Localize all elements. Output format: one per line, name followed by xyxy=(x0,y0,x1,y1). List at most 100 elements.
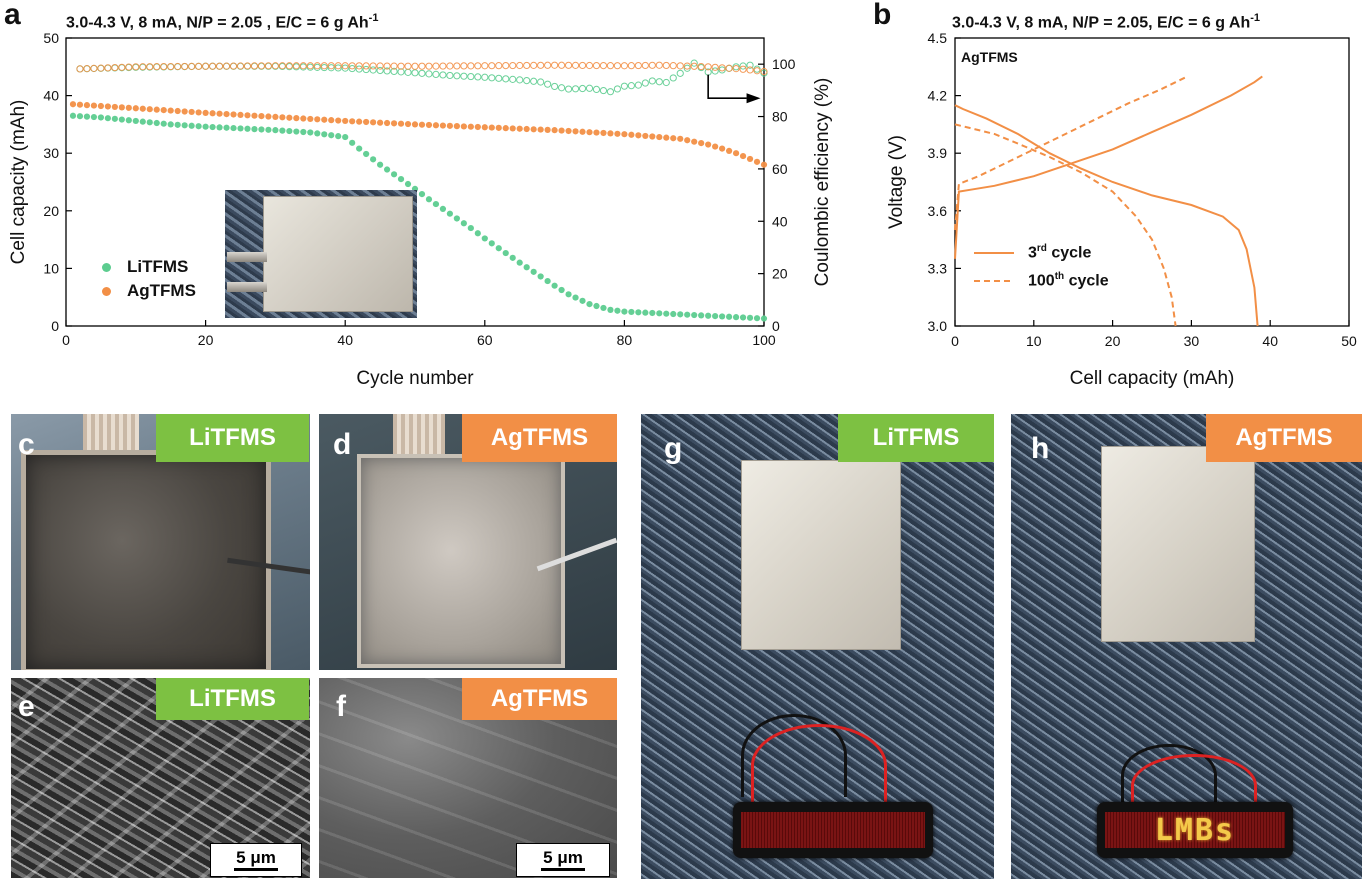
chart-a-point-litfms xyxy=(404,180,412,188)
chart-a-point-agtfms-ce xyxy=(202,62,210,70)
chart-a-point-litfms xyxy=(363,150,370,158)
chart-a-point-agtfms-ce xyxy=(585,61,594,70)
legend-a-litfms: LiTFMS xyxy=(102,256,196,278)
chart-a-point-agtfms xyxy=(565,127,572,135)
chart-a-point-litfms xyxy=(118,116,125,123)
chart-a-point-litfms xyxy=(663,310,670,317)
chart-a-point-litfms xyxy=(739,314,747,321)
chart-a-point-litfms xyxy=(516,259,523,266)
chart-a-point-litfms xyxy=(712,312,719,320)
photo-g-led-panel xyxy=(733,802,933,858)
chart-a-point-agtfms xyxy=(321,116,328,123)
chart-a-point-agtfms-ce xyxy=(732,65,740,73)
chart-a-point-litfms xyxy=(705,312,712,319)
chart-b-xtick-label: 20 xyxy=(1105,333,1121,349)
chart-b-ytick-label: 3.0 xyxy=(928,318,948,334)
chart-a-point-agtfms xyxy=(251,112,258,119)
chart-a-xtick-label: 60 xyxy=(477,332,493,348)
chart-a-point-agtfms-ce xyxy=(634,61,642,70)
chart-a-point-litfms xyxy=(265,126,272,133)
chart-a-point-agtfms-ce xyxy=(578,61,587,70)
legend-3rd-text: cycle xyxy=(1046,244,1092,262)
chart-a-point-agtfms-ce xyxy=(125,63,133,71)
chart-a-point-agtfms xyxy=(453,123,460,130)
chart-a-xlabel: Cycle number xyxy=(356,368,474,389)
chart-b-ytick-label: 4.2 xyxy=(928,88,948,104)
chart-a-point-agtfms xyxy=(551,127,558,134)
chart-a-y2tick-label: 40 xyxy=(772,213,788,229)
chart-a-point-agtfms-ce xyxy=(174,62,182,71)
chart-a-point-agtfms xyxy=(160,107,167,114)
chart-a-point-agtfms-ce xyxy=(90,64,98,72)
chart-a-point-agtfms-ce xyxy=(460,62,468,70)
chart-a-point-litfms xyxy=(174,121,181,128)
chart-a-point-agtfms-ce xyxy=(495,62,503,70)
chart-a-ytick-label: 30 xyxy=(43,145,59,161)
chart-a-point-agtfms xyxy=(90,102,98,109)
legend-dot-litfms xyxy=(102,262,111,272)
chart-a-point-agtfms xyxy=(523,125,530,133)
chart-a-point-agtfms xyxy=(516,125,523,132)
chart-a-point-agtfms-ce xyxy=(181,62,189,71)
chart-a-point-agtfms-ce xyxy=(327,62,335,70)
chart-a-point-agtfms-ce xyxy=(753,67,761,75)
chart-a-point-agtfms xyxy=(202,109,209,116)
photo-h-wire-red xyxy=(1131,754,1257,817)
legend-label-agtfms: AgTFMS xyxy=(127,281,196,300)
chart-a-point-litfms xyxy=(726,313,733,320)
chart-a-point-agtfms-ce xyxy=(83,65,91,73)
chart-a-point-litfms-ce xyxy=(585,84,594,92)
chart-a-point-litfms xyxy=(293,128,300,135)
chart-a-point-litfms xyxy=(237,125,244,132)
photo-g-litfms-pouch-led xyxy=(641,414,994,879)
chart-a-point-agtfms xyxy=(495,124,502,131)
chart-a-point-litfms-ce xyxy=(551,82,559,91)
legend-line-solid xyxy=(974,252,1014,254)
chart-a-point-agtfms xyxy=(760,161,768,168)
chart-a-xtick-label: 0 xyxy=(62,332,70,348)
chart-a-point-litfms xyxy=(132,117,139,125)
chart-a-point-litfms-ce xyxy=(509,75,517,83)
chart-a-point-agtfms xyxy=(307,115,314,123)
chart-a-point-litfms-ce xyxy=(481,73,489,81)
chart-a-point-agtfms xyxy=(195,109,202,116)
chart-a-point-litfms xyxy=(90,113,98,121)
led-text: LMBs xyxy=(1154,812,1236,848)
chart-a-point-litfms xyxy=(614,307,621,314)
chart-a-point-agtfms-ce xyxy=(278,62,286,70)
chart-a-point-agtfms xyxy=(237,111,244,118)
chart-a-point-agtfms xyxy=(418,121,426,128)
chart-a-point-agtfms xyxy=(670,135,677,142)
chart-a-point-agtfms-ce xyxy=(613,62,622,70)
chart-a-point-litfms xyxy=(467,224,474,232)
tag-c: LiTFMS xyxy=(156,414,309,462)
chart-a-point-agtfms xyxy=(656,133,663,141)
panel-a-conditions: 3.0-4.3 V, 8 mA, N/P = 2.05 , E/C = 6 g … xyxy=(66,12,378,32)
chart-a-point-litfms-ce xyxy=(571,85,580,93)
chart-a-point-litfms xyxy=(439,205,447,212)
chart-a-point-litfms-ce xyxy=(453,72,461,80)
chart-b-xtick-label: 40 xyxy=(1262,333,1278,349)
chart-a-point-litfms xyxy=(83,113,91,120)
chart-a-point-agtfms xyxy=(244,112,251,119)
chart-a-point-agtfms-ce xyxy=(509,61,517,70)
chart-a-point-litfms xyxy=(390,171,398,178)
chart-a-point-agtfms xyxy=(635,132,642,139)
chart-a-point-agtfms xyxy=(146,106,153,113)
chart-a-point-agtfms-ce xyxy=(502,61,510,70)
chart-a-ytick-label: 10 xyxy=(43,260,59,276)
chart-a-point-agtfms-ce xyxy=(481,62,489,70)
chart-a-point-agtfms xyxy=(349,118,356,125)
legend-label-3rd: 3rd cycle xyxy=(1028,243,1091,262)
chart-b-curve-100th-cycle-charge xyxy=(954,75,1188,231)
chart-b-ytick-label: 3.6 xyxy=(928,203,948,219)
chart-a-point-litfms xyxy=(104,115,111,122)
chart-a-point-agtfms xyxy=(300,115,307,122)
pouch-tab-bottom xyxy=(227,282,267,292)
chart-a-point-agtfms xyxy=(328,117,335,124)
chart-a-point-agtfms-ce xyxy=(118,63,126,71)
chart-a-point-agtfms-ce xyxy=(76,65,84,73)
chart-a-point-litfms xyxy=(607,306,614,313)
chart-a-point-agtfms xyxy=(732,150,740,157)
chart-a-point-litfms-ce xyxy=(662,78,670,87)
